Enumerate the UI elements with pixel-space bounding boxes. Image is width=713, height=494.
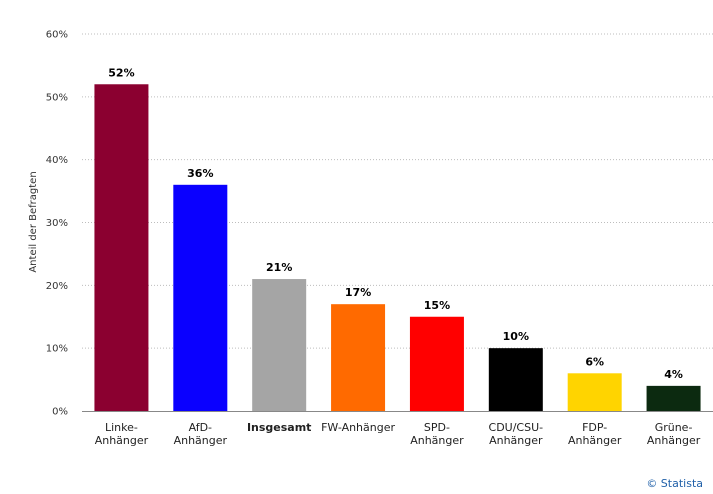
- bar[interactable]: [488, 348, 543, 411]
- x-tick-label: Grüne-Anhänger: [647, 421, 701, 447]
- y-axis-ticks: 0% 10% 20% 30% 40% 50% 60%: [46, 30, 68, 418]
- data-label: 6%: [585, 355, 604, 368]
- bars: [94, 84, 701, 412]
- x-tick-label: FW-Anhänger: [321, 421, 395, 434]
- data-labels: 52% 36% 21% 17% 15% 10% 6% 4%: [108, 66, 683, 381]
- x-tick-label: FDP-Anhänger: [568, 421, 622, 447]
- bar[interactable]: [409, 316, 464, 411]
- bar[interactable]: [173, 184, 228, 411]
- bar[interactable]: [646, 385, 701, 411]
- bar[interactable]: [94, 84, 149, 412]
- statista-credit[interactable]: © Statista: [646, 477, 703, 490]
- y-tick-label: 40%: [46, 155, 68, 166]
- data-label: 10%: [503, 330, 529, 343]
- x-tick-label: SPD-Anhänger: [410, 421, 464, 447]
- data-label: 52%: [108, 66, 134, 79]
- data-label: 21%: [266, 261, 292, 274]
- data-label: 4%: [664, 368, 683, 381]
- y-tick-label: 60%: [46, 30, 68, 41]
- y-tick-label: 20%: [46, 281, 68, 292]
- x-tick-label: CDU/CSU-Anhänger: [489, 421, 544, 447]
- x-tick-label: Linke-Anhänger: [95, 421, 149, 447]
- data-label: 17%: [345, 286, 371, 299]
- x-tick-label: Insgesamt: [247, 421, 312, 434]
- x-tick-label: AfD-Anhänger: [174, 421, 228, 447]
- y-tick-label: 50%: [46, 92, 68, 103]
- bar[interactable]: [252, 279, 307, 411]
- y-tick-label: 30%: [46, 218, 68, 229]
- x-axis-categories: Linke-Anhänger AfD-Anhänger Insgesamt FW-An…: [95, 421, 701, 447]
- data-label: 15%: [424, 299, 450, 312]
- y-axis-label: Anteil der Befragten: [28, 171, 39, 272]
- y-tick-label: 10%: [46, 344, 68, 355]
- data-label: 36%: [187, 167, 213, 180]
- bar[interactable]: [331, 304, 386, 411]
- y-tick-label: 0%: [52, 407, 68, 418]
- bar[interactable]: [567, 373, 622, 411]
